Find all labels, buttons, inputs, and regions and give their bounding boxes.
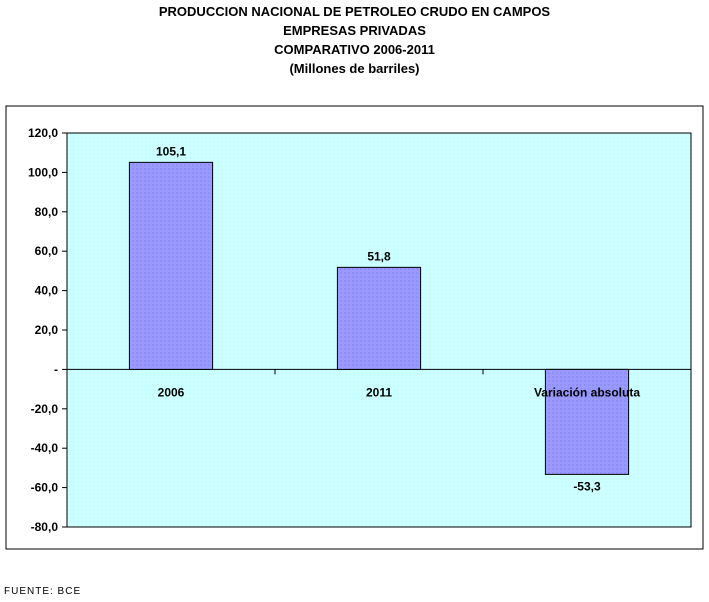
chart-title-line-3: COMPARATIVO 2006-2011 xyxy=(274,42,435,57)
bar-2 xyxy=(336,266,422,370)
y-axis-tick-label: -40,0 xyxy=(31,441,59,455)
chart-title-line-4: (Millones de barriles) xyxy=(289,61,420,76)
y-axis-tick-label: - xyxy=(54,362,58,376)
bar-1 xyxy=(128,161,214,370)
y-axis-tick-label: -80,0 xyxy=(31,520,59,534)
y-axis-tick-label: 120,0 xyxy=(28,126,58,140)
footer-source-note: FUENTE: BCE xyxy=(4,586,82,597)
chart-title-line-2: EMPRESAS PRIVADAS xyxy=(283,23,426,38)
y-axis-tick-label: 20,0 xyxy=(35,323,59,337)
y-axis-tick-label: 80,0 xyxy=(35,205,59,219)
chart-title-line-1: PRODUCCION NACIONAL DE PETROLEO CRUDO EN… xyxy=(158,4,551,19)
bar-data-label-3: -53,3 xyxy=(573,479,601,493)
bar-3 xyxy=(544,368,630,475)
chart-title-block: PRODUCCION NACIONAL DE PETROLEO CRUDO EN… xyxy=(0,2,709,78)
x-axis-category-label-1: 2006 xyxy=(158,385,185,399)
y-axis-tick-label: 100,0 xyxy=(28,165,58,179)
bar-data-label-1: 105,1 xyxy=(156,144,186,158)
y-axis-tick-label: 40,0 xyxy=(35,284,59,298)
y-axis-tick-label: -20,0 xyxy=(31,402,59,416)
y-axis-tick-label: -60,0 xyxy=(31,481,59,495)
bar-data-label-2: 51,8 xyxy=(367,249,391,263)
x-axis-category-label-2: 2011 xyxy=(366,385,392,399)
y-axis-tick-label: 60,0 xyxy=(35,244,59,258)
x-axis-category-label-3: Variación absoluta xyxy=(534,385,640,399)
